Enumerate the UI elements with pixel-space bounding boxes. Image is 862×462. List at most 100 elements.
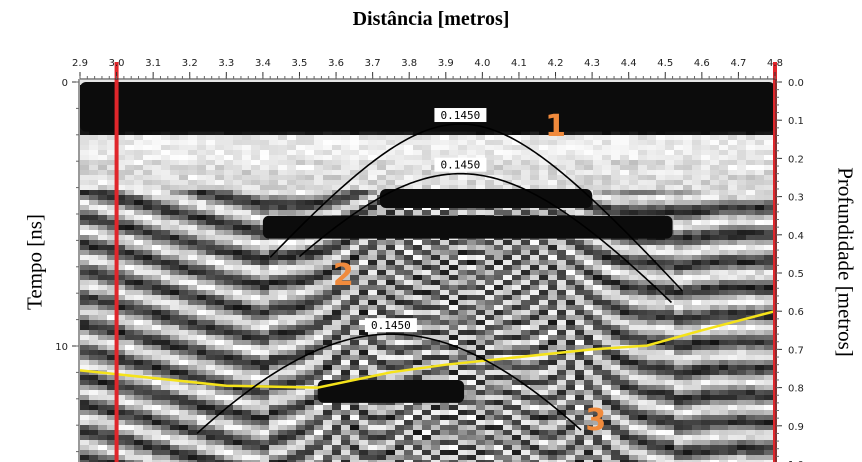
radargram-cell [323,180,332,185]
radargram-cell [620,295,629,300]
radargram-cell [494,250,503,255]
radargram-cell [251,365,260,370]
radargram-cell [350,260,359,265]
radargram-cell [143,335,152,340]
radargram-cell [404,160,413,165]
radargram-cell [764,360,773,365]
radargram-cell [269,350,278,355]
radargram-cell [548,140,557,145]
radargram-cell [764,295,773,300]
radargram-cell [305,270,314,275]
radargram-cell [188,140,197,145]
radargram-cell [305,380,314,385]
radargram-cell [458,275,467,280]
radargram-cell [746,310,755,315]
radargram-cell [386,375,395,380]
radargram-cell [278,250,287,255]
radargram-cell [368,345,377,350]
radargram-cell [413,360,422,365]
radargram-cell [602,300,611,305]
radargram-cell [134,180,143,185]
radargram-cell [710,330,719,335]
radargram-cell [368,330,377,335]
radargram-cell [377,365,386,370]
radargram-cell [746,140,755,145]
radargram-cell [719,250,728,255]
radargram-cell [476,330,485,335]
radargram-cell [152,140,161,145]
radargram-cell [233,360,242,365]
radargram-cell [134,305,143,310]
radargram-cell [656,260,665,265]
radargram-cell [494,155,503,160]
radargram-cell [458,305,467,310]
radargram-cell [530,180,539,185]
radargram-cell [584,165,593,170]
radargram-cell [449,305,458,310]
radargram-cell [233,155,242,160]
radargram-cell [134,240,143,245]
radargram-cell [260,365,269,370]
radargram-cell [377,160,386,165]
radargram-cell [692,390,701,395]
radargram-cell [161,240,170,245]
radargram-cell [377,135,386,140]
radargram-cell [620,260,629,265]
radargram-cell [350,185,359,190]
radargram-cell [80,280,89,285]
radargram-cell [647,245,656,250]
radargram-cell [593,395,602,400]
radargram-cell [206,385,215,390]
radargram-cell [332,185,341,190]
radargram-cell [233,230,242,235]
radargram-cell [764,150,773,155]
radargram-cell [80,375,89,380]
radargram-cell [521,310,530,315]
radargram-cell [656,390,665,395]
radargram-cell [260,155,269,160]
radargram-cell [413,315,422,320]
radargram-cell [638,320,647,325]
radargram-cell [296,335,305,340]
radargram-cell [197,275,206,280]
radargram-cell [116,130,125,135]
radargram-cell [368,195,377,200]
radargram-cell [548,175,557,180]
radargram-cell [107,355,116,360]
radargram-cell [143,265,152,270]
radargram-cell [584,245,593,250]
radargram-cell [179,190,188,195]
radargram-cell [215,155,224,160]
radargram-cell [116,205,125,210]
radargram-cell [386,305,395,310]
radargram-cell [260,300,269,305]
radargram-cell [80,200,89,205]
radargram-cell [224,380,233,385]
radargram-cell [377,265,386,270]
radargram-cell [458,265,467,270]
radargram-cell [170,245,179,250]
radargram-cell [530,145,539,150]
radargram-cell [593,180,602,185]
radargram-cell [413,175,422,180]
radargram-cell [539,180,548,185]
radargram-cell [710,195,719,200]
radargram-cell [368,270,377,275]
radargram-cell [116,185,125,190]
radargram-cell [602,185,611,190]
radargram-cell [629,300,638,305]
radargram-cell [656,295,665,300]
radargram-cell [683,265,692,270]
radargram-cell [494,320,503,325]
radargram-cell [98,335,107,340]
radargram-cell [224,215,233,220]
radargram-cell [170,305,179,310]
radargram-cell [188,130,197,135]
radargram-cell [728,360,737,365]
radargram-cell [449,285,458,290]
radargram-cell [656,200,665,205]
radargram-cell [350,250,359,255]
radargram-cell [467,370,476,375]
radargram-cell [449,310,458,315]
radargram-cell [359,370,368,375]
